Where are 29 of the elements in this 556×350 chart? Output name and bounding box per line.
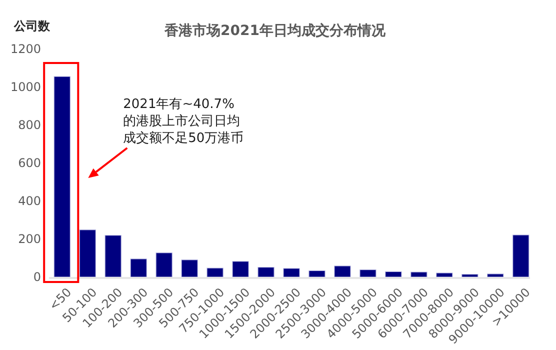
bar bbox=[360, 269, 376, 278]
annotation: 2021年有~40.7%的港股上市公司日均成交额不足50万港币 bbox=[123, 97, 244, 146]
bar bbox=[334, 266, 351, 278]
bar bbox=[512, 234, 530, 278]
y-tick-label: 200 bbox=[18, 232, 41, 246]
y-tick-label: 600 bbox=[18, 156, 41, 170]
bar bbox=[79, 230, 96, 278]
chart-title: 香港市场2021年日均成交分布情况 bbox=[164, 22, 386, 39]
bar bbox=[181, 260, 198, 278]
bar bbox=[283, 268, 300, 278]
y-tick-label: 0 bbox=[33, 270, 41, 284]
y-tick-label: 1000 bbox=[10, 80, 41, 94]
bar bbox=[206, 268, 224, 278]
y-tick-label: 800 bbox=[18, 118, 41, 132]
bar bbox=[258, 267, 274, 278]
y-tick-label: 400 bbox=[18, 194, 41, 208]
bar bbox=[436, 272, 453, 278]
bar bbox=[54, 76, 70, 278]
bar bbox=[308, 270, 326, 278]
bar bbox=[462, 274, 478, 278]
bar bbox=[385, 271, 402, 278]
bar bbox=[487, 274, 504, 278]
bar bbox=[104, 235, 122, 278]
bar bbox=[232, 261, 249, 278]
bar bbox=[410, 272, 428, 278]
bar bbox=[130, 258, 147, 278]
y-axis-title: 公司数 bbox=[13, 19, 51, 33]
y-tick-label: 1200 bbox=[10, 42, 41, 56]
bar bbox=[156, 252, 172, 278]
